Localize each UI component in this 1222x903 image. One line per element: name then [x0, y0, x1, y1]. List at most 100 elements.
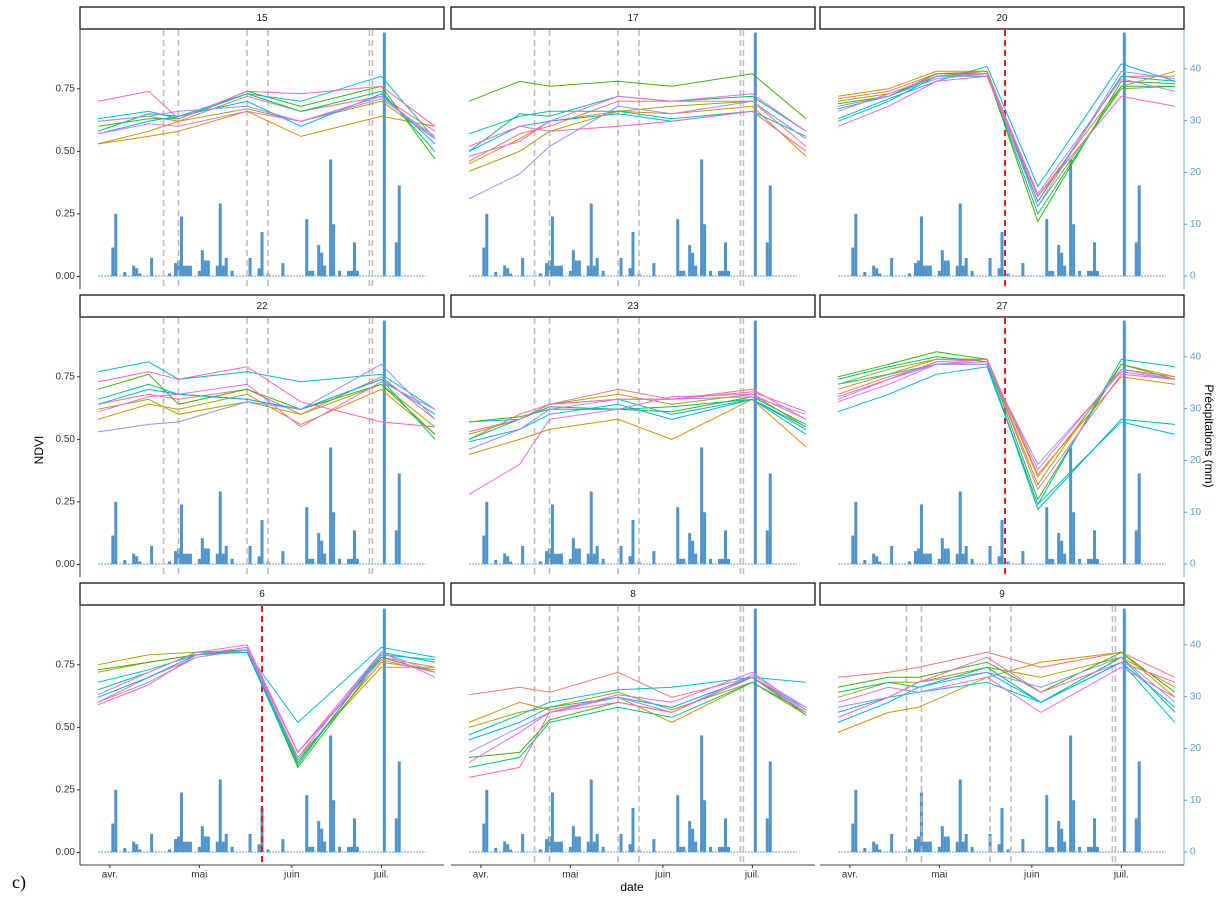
precip-bar: [694, 265, 698, 277]
x-tick-label: avr.: [102, 870, 118, 881]
precip-bar: [317, 532, 321, 565]
precip-bar: [1045, 795, 1049, 853]
precip-bar: [1063, 265, 1067, 277]
precip-bar: [1122, 320, 1126, 565]
precip-bar: [544, 551, 548, 565]
precip-bar: [709, 558, 713, 565]
precip-bar: [355, 270, 359, 277]
precip-bar: [586, 553, 590, 565]
precip-bar: [691, 252, 695, 277]
precip-bar: [679, 270, 683, 277]
precip-bar: [1051, 270, 1055, 277]
precip-bar: [928, 841, 932, 853]
precip-bar: [919, 504, 923, 565]
precip-bar: [925, 841, 929, 853]
y2-axis-title: Précipitations (mm): [1202, 384, 1216, 487]
precip-bar: [872, 841, 876, 853]
precip-bar: [317, 820, 321, 853]
precip-bar: [875, 844, 879, 853]
precip-bar: [913, 839, 917, 853]
precip-bar: [544, 839, 548, 853]
precip-bar: [394, 818, 398, 853]
precip-bar: [539, 561, 543, 565]
precip-bar: [281, 263, 285, 277]
precip-bar: [266, 849, 270, 853]
precip-bar: [571, 250, 575, 277]
precip-bar: [682, 270, 686, 277]
precip-bar: [320, 828, 324, 853]
precip-bar: [694, 553, 698, 565]
precip-bar: [574, 260, 578, 277]
precip-bar: [221, 553, 225, 565]
strip: [79, 6, 445, 30]
precip-bar: [908, 273, 912, 277]
precip-bar: [135, 268, 139, 277]
facet-title: 22: [256, 301, 268, 312]
precip-bar: [397, 185, 401, 277]
precip-bar: [601, 558, 605, 565]
precip-bar: [185, 265, 189, 277]
precip-bar: [1122, 32, 1126, 277]
y-tick-label: 0.25: [56, 785, 76, 796]
precip-bar: [1137, 473, 1141, 565]
precip-bar: [320, 540, 324, 565]
precip-bar: [682, 558, 686, 565]
ndvi-line: [468, 393, 807, 495]
precip-bar: [1090, 846, 1094, 853]
precip-bar: [890, 833, 894, 853]
precip-bar: [539, 273, 543, 277]
precip-bar: [619, 545, 623, 565]
precip-bar: [323, 265, 327, 277]
precip-bar: [248, 545, 252, 565]
precip-bar: [221, 265, 225, 277]
x-tick-label: juil.: [744, 870, 760, 881]
x-tick-label: avr.: [842, 870, 858, 881]
y2-tick-label: 30: [1190, 691, 1202, 702]
precip-bar: [215, 841, 219, 853]
precip-bar: [539, 849, 543, 853]
ndvi-line: [97, 100, 436, 145]
precip-bar: [281, 839, 285, 853]
precip-bar: [723, 242, 727, 277]
precip-bar: [577, 836, 581, 853]
precip-bar: [691, 540, 695, 565]
precip-bar: [347, 846, 351, 853]
precip-bar: [138, 561, 142, 565]
precip-bar: [556, 553, 560, 565]
precip-bar: [114, 789, 118, 853]
precip-bar: [997, 844, 1001, 853]
ndvi-line: [97, 95, 436, 140]
precip-bar: [197, 846, 201, 853]
y2-tick-label: 40: [1190, 351, 1202, 362]
precip-bar: [1060, 252, 1064, 277]
precip-bar: [928, 265, 932, 277]
precip-bar: [619, 257, 623, 277]
precip-bar: [908, 561, 912, 565]
precip-bar: [700, 159, 704, 277]
y-tick-label: 0.25: [56, 209, 76, 220]
precip-bar: [1078, 558, 1082, 565]
precip-bar: [521, 257, 525, 277]
precip-bar: [943, 260, 947, 277]
precip-bar: [332, 800, 336, 853]
precip-bar: [305, 795, 309, 853]
precip-bar: [955, 841, 959, 853]
precip-bar: [589, 779, 593, 853]
precip-bar: [482, 247, 486, 277]
ndvi-line: [837, 63, 1176, 188]
precip-bar: [347, 558, 351, 565]
precip-bar: [721, 558, 725, 565]
precip-bar: [559, 841, 563, 853]
precip-bar: [937, 270, 941, 277]
facet-title: 15: [256, 13, 268, 24]
x-tick-label: juil.: [1113, 870, 1129, 881]
precip-bar: [1087, 558, 1091, 565]
precip-bar: [919, 216, 923, 277]
strip: [819, 294, 1185, 318]
precip-bar: [1095, 270, 1099, 277]
precip-bar: [1000, 232, 1004, 277]
precip-bar: [961, 265, 965, 277]
precip-bar: [203, 260, 207, 277]
precip-bar: [329, 159, 333, 277]
y2-tick-label: 10: [1190, 795, 1202, 806]
